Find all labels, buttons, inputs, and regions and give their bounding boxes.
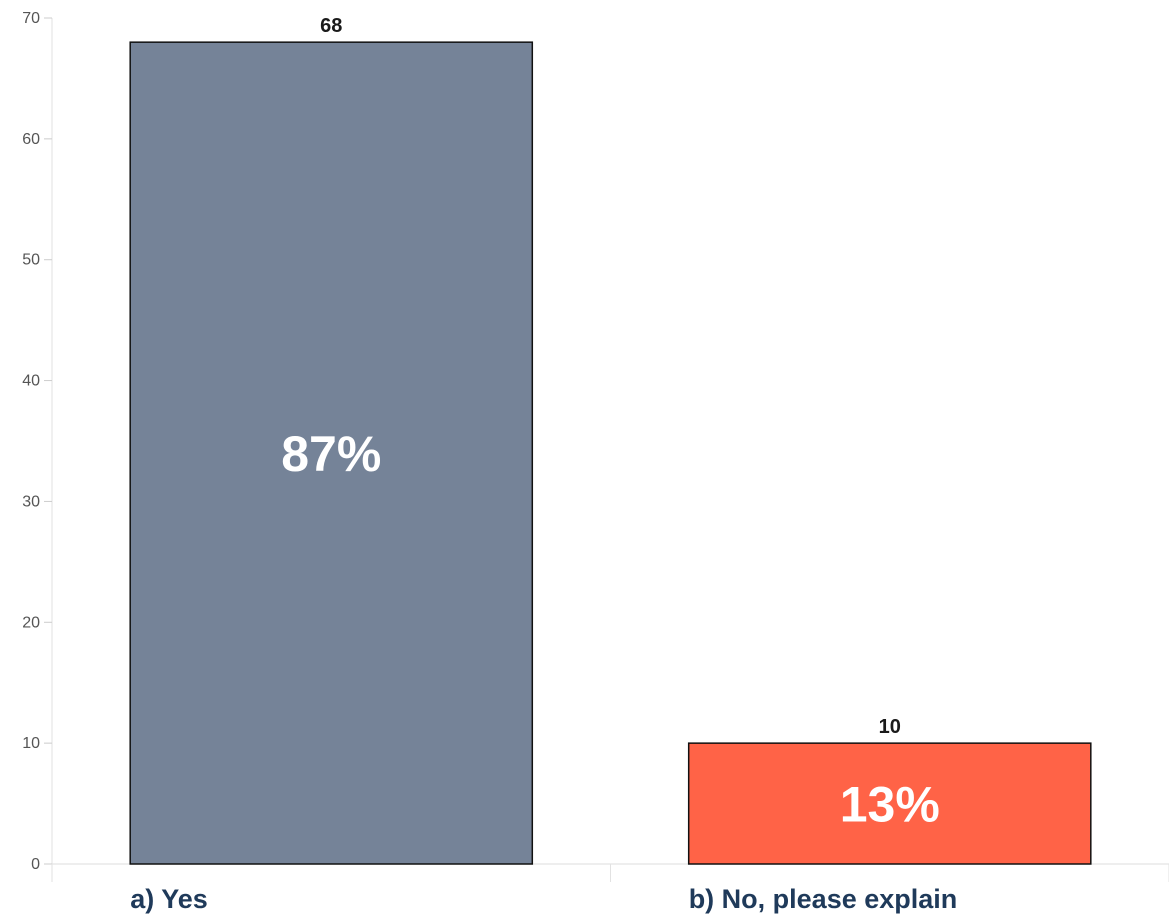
y-tick-label: 20 [22, 614, 40, 631]
bars [129, 41, 1092, 865]
labels: 68 87% a) Yes 10 13% b) No, please explain [130, 15, 957, 914]
bar [687, 742, 1092, 865]
y-tick-label: 10 [22, 735, 40, 752]
y-tick-label: 50 [22, 252, 40, 269]
data-label: 68 [320, 15, 342, 37]
x-category-label: a) Yes [130, 884, 208, 914]
y-tick-label: 40 [22, 373, 40, 390]
y-tick-label: 60 [22, 131, 40, 148]
x-axis [51, 863, 1169, 882]
y-tick-label: 0 [31, 856, 40, 873]
y-axis: 0 10 20 30 40 50 60 70 [22, 10, 53, 873]
percent-label: 87% [281, 426, 381, 482]
percent-label: 13% [840, 777, 940, 833]
bar [129, 41, 534, 865]
x-category-label: b) No, please explain [689, 884, 958, 914]
y-tick-label: 70 [22, 10, 40, 27]
data-label: 10 [879, 716, 901, 738]
y-tick-label: 30 [22, 493, 40, 510]
